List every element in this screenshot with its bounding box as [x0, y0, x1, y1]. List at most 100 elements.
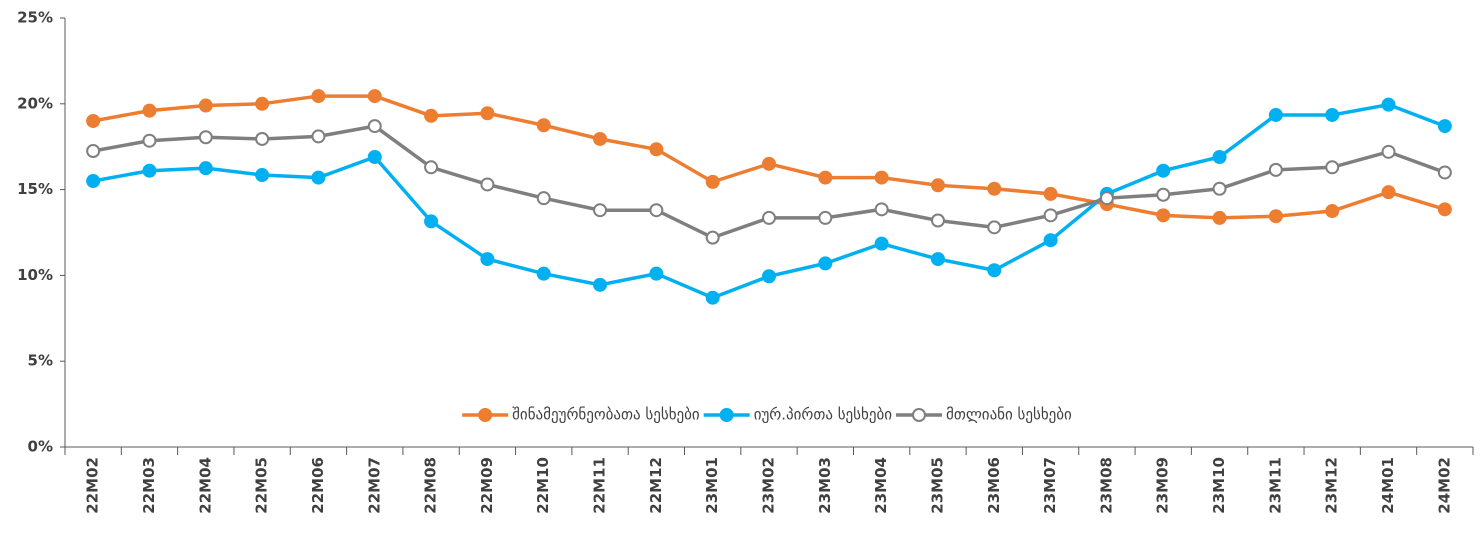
marker	[1212, 210, 1227, 225]
marker	[424, 160, 439, 175]
marker	[1212, 149, 1227, 164]
marker	[1325, 107, 1340, 122]
marker	[705, 290, 720, 305]
y-tick-label: 15%	[17, 180, 53, 198]
marker	[536, 266, 551, 281]
x-tick-label: 22M11	[591, 457, 609, 514]
marker	[593, 131, 608, 146]
x-tick-label: 23M08	[1097, 457, 1115, 514]
marker	[1043, 233, 1058, 248]
marker	[593, 203, 608, 218]
marker	[1381, 185, 1396, 200]
marker	[649, 142, 664, 157]
marker	[1325, 160, 1340, 175]
marker	[593, 277, 608, 292]
x-tick-label: 22M05	[253, 457, 271, 514]
x-tick-label: 22M04	[196, 457, 214, 514]
marker	[86, 143, 101, 158]
marker	[818, 170, 833, 185]
marker	[762, 210, 776, 225]
line	[92, 102, 1446, 300]
marker	[255, 96, 270, 111]
marker	[818, 256, 833, 271]
legend-marker	[911, 408, 926, 422]
x-tick-label: 24M01	[1379, 457, 1397, 514]
y-tick-label: 0%	[28, 438, 53, 456]
legend: შინამეურნეობათა სესხები იურ.პირთა სესხები…	[462, 406, 1072, 424]
marker	[987, 181, 1002, 196]
marker	[874, 170, 889, 185]
marker	[198, 98, 213, 113]
marker	[424, 214, 439, 229]
x-tick-label: 22M12	[647, 457, 665, 514]
marker	[1437, 119, 1452, 134]
marker	[930, 178, 945, 193]
marker	[367, 119, 382, 134]
marker	[649, 266, 664, 281]
y-tick-label: 25%	[17, 9, 53, 27]
x-tick-label: 22M03	[140, 457, 158, 514]
marker	[1325, 204, 1340, 219]
marker	[367, 149, 382, 164]
marker	[480, 177, 495, 192]
legend-label: იურ.პირთა სესხები	[754, 406, 893, 424]
x-tick-label: 23M02	[760, 457, 778, 514]
marker	[367, 89, 382, 104]
marker	[536, 118, 551, 133]
x-tick-label: 22M09	[478, 457, 496, 514]
marker	[874, 202, 889, 217]
x-tick-label: 22M08	[422, 457, 440, 514]
marker	[1099, 191, 1114, 206]
marker	[198, 130, 213, 145]
x-tick-label: 23M12	[1323, 457, 1341, 514]
marker	[1268, 107, 1283, 122]
x-tick-label: 23M06	[985, 457, 1003, 514]
marker	[818, 210, 833, 225]
marker	[86, 113, 101, 128]
marker	[987, 220, 1002, 235]
x-tick-label: 24M02	[1435, 457, 1453, 514]
marker	[480, 106, 495, 121]
marker	[649, 203, 664, 218]
marker	[424, 108, 439, 123]
marker	[255, 168, 270, 183]
marker	[86, 174, 101, 189]
marker	[142, 133, 157, 148]
legend-marker	[478, 408, 493, 422]
x-tick-label: 23M05	[928, 457, 946, 514]
x-tick-label: 23M10	[1210, 457, 1228, 514]
x-tick-label: 23M04	[872, 457, 890, 514]
marker	[705, 230, 720, 245]
marker	[874, 236, 889, 251]
marker	[311, 129, 326, 144]
marker	[198, 161, 213, 176]
marker	[142, 163, 157, 178]
marker	[142, 103, 157, 118]
x-tick-label: 22M07	[365, 457, 383, 514]
x-tick-label: 23M07	[1041, 457, 1059, 514]
legend-marker	[719, 408, 734, 422]
marker	[1381, 144, 1396, 159]
marker	[480, 252, 495, 267]
y-tick-label: 5%	[28, 352, 53, 370]
x-tick-label: 23M11	[1266, 457, 1284, 514]
y-tick-label: 20%	[17, 94, 53, 112]
x-tick-label: 22M06	[309, 457, 327, 514]
x-tick-label: 23M09	[1154, 457, 1172, 514]
marker	[536, 191, 551, 206]
marker	[311, 89, 326, 104]
marker	[1212, 181, 1227, 196]
marker	[1381, 97, 1396, 112]
marker	[1156, 163, 1171, 178]
marker	[705, 174, 720, 189]
marker	[311, 170, 326, 185]
marker	[930, 213, 945, 228]
marker	[1268, 209, 1283, 224]
marker	[1437, 202, 1452, 217]
legend-label: მთლიანი სესხები	[946, 406, 1072, 424]
marker	[987, 263, 1002, 278]
marker	[1437, 165, 1452, 180]
marker	[762, 269, 776, 284]
y-tick-label: 10%	[17, 266, 53, 284]
